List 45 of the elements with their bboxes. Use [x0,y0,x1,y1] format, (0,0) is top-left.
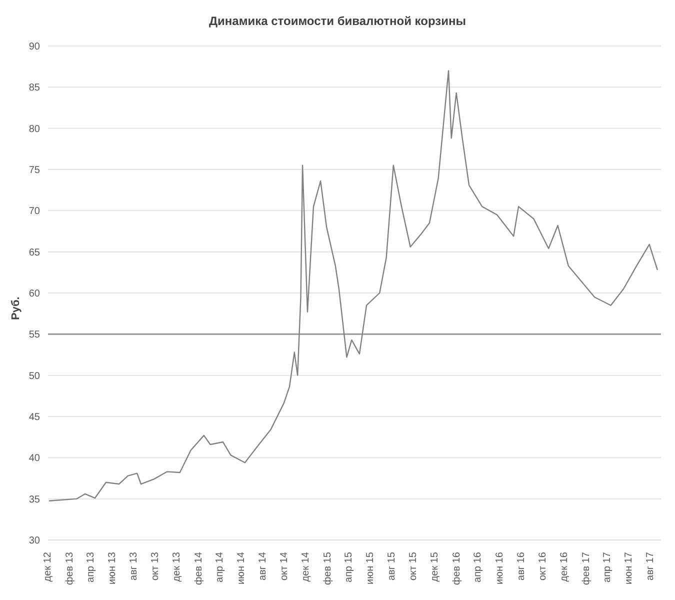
x-tick-label: июн 15 [364,552,376,585]
y-tick-label: 85 [28,82,40,94]
y-tick-label: 65 [28,247,40,258]
y-tick-label: 60 [28,288,40,300]
x-tick-label: апр 15 [343,552,354,582]
y-tick-label: 40 [28,453,40,464]
x-tick-label: апр 16 [472,552,484,582]
x-tick-label: дек 14 [300,552,312,582]
x-tick-label: фев 14 [193,552,204,586]
y-tick-label: 70 [28,206,40,218]
x-tick-label: фев 16 [452,552,463,586]
y-tick-label: 80 [28,124,40,135]
y-tick-label: 45 [28,412,40,424]
x-tick-label: окт 15 [408,552,420,581]
x-tick-label: окт 14 [279,552,290,581]
y-axis-title: Руб. [10,296,22,320]
x-tick-label: июн 17 [623,552,634,585]
x-tick-label: авг 17 [644,552,656,580]
x-tick-label: авг 15 [386,552,398,580]
x-tick-label: авг 16 [516,552,527,580]
x-tick-label: июн 14 [236,552,247,585]
line-series [48,70,658,502]
x-tick-label: фев 13 [64,552,76,586]
y-tick-label: 30 [28,536,40,547]
x-tick-label: окт 13 [150,552,161,581]
chart-title: Динамика стоимости бивалютной корзины [208,13,467,30]
x-tick-label: дек 13 [172,552,183,582]
x-tick-label: июн 13 [106,552,118,585]
x-tick-label: июн 16 [494,552,506,585]
x-tick-label: апр 13 [85,552,96,582]
x-tick-label: фев 17 [580,552,592,586]
y-tick-label: 75 [28,165,40,176]
x-tick-label: авг 13 [128,552,140,580]
y-tick-label: 35 [28,494,40,506]
x-tick-label: дек 15 [430,552,441,582]
x-tick-label: фев 15 [322,552,334,586]
x-tick-label: дек 16 [558,552,570,582]
y-tick-label: 50 [28,370,40,382]
x-tick-label: окт 16 [537,552,548,581]
y-tick-label: 55 [28,330,40,341]
y-tick-label: 90 [28,42,40,53]
x-tick-label: апр 17 [602,552,613,582]
x-tick-label: апр 14 [214,552,226,582]
x-tick-label: дек 12 [42,552,54,582]
x-tick-label: авг 14 [257,552,268,580]
